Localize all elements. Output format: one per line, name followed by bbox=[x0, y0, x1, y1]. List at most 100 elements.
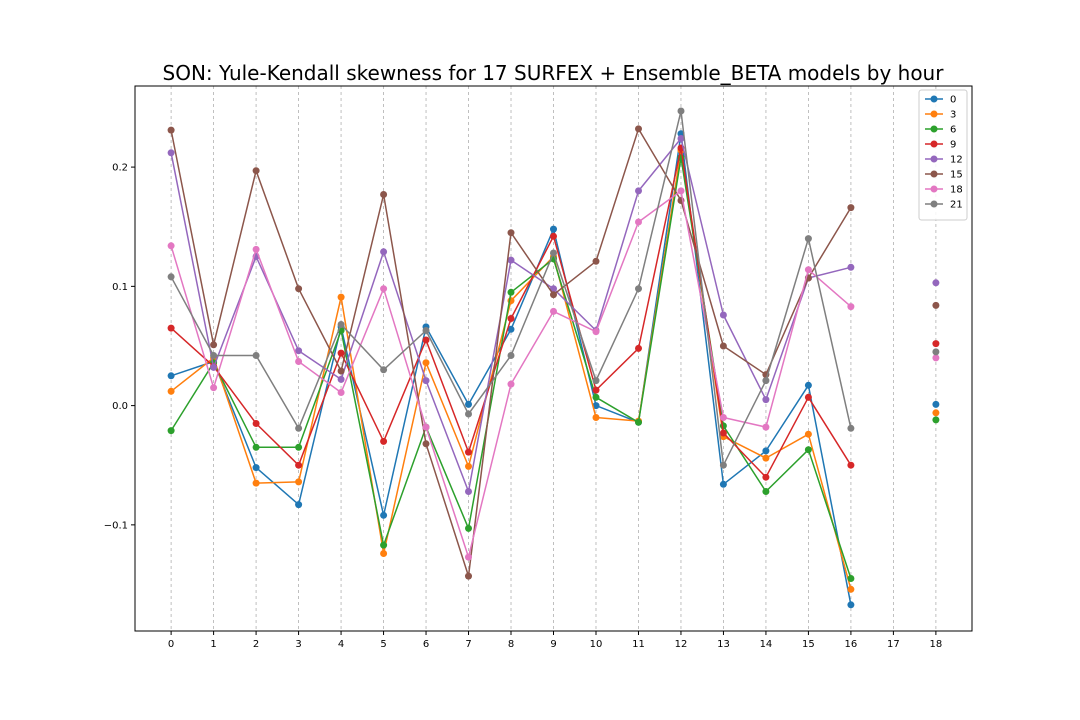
data-point bbox=[762, 454, 770, 462]
legend-item: 6 bbox=[925, 125, 956, 136]
data-point bbox=[932, 340, 940, 348]
series-line bbox=[170, 147, 852, 478]
data-point bbox=[932, 400, 940, 408]
legend-marker bbox=[930, 170, 938, 178]
legend-label: 18 bbox=[950, 185, 963, 196]
series-18 bbox=[167, 187, 940, 561]
data-point bbox=[380, 285, 388, 293]
data-point bbox=[465, 524, 472, 532]
data-point bbox=[635, 218, 642, 226]
data-point bbox=[932, 409, 940, 417]
data-point bbox=[380, 191, 388, 198]
data-point bbox=[550, 291, 557, 299]
data-point bbox=[252, 443, 260, 451]
y-tick-label: 0.2 bbox=[112, 163, 128, 174]
data-point bbox=[295, 347, 303, 355]
data-point bbox=[592, 377, 600, 385]
legend-marker bbox=[930, 200, 938, 208]
data-point bbox=[337, 375, 345, 383]
data-point bbox=[847, 601, 855, 609]
data-point bbox=[167, 387, 175, 395]
legend-item: 21 bbox=[925, 200, 963, 211]
data-point bbox=[167, 372, 175, 380]
data-point bbox=[550, 285, 557, 293]
data-point bbox=[380, 541, 388, 549]
data-point bbox=[719, 461, 727, 469]
data-point bbox=[677, 130, 685, 138]
data-point bbox=[465, 462, 472, 470]
legend-label: 9 bbox=[950, 140, 956, 151]
data-point bbox=[337, 293, 345, 301]
x-tick-label: 13 bbox=[717, 639, 730, 650]
x-tick-label: 4 bbox=[338, 639, 344, 650]
data-point bbox=[592, 386, 600, 394]
axes: 0 1 2 3 4 5 6 7 8 9 10 11 12 13 14 15 16 17 18−0.10.00.10.… bbox=[104, 163, 943, 650]
x-tick-label: 5 bbox=[380, 639, 386, 650]
data-point bbox=[465, 400, 472, 408]
legend-marker bbox=[930, 110, 938, 118]
x-tick-label: 12 bbox=[675, 639, 688, 650]
data-point bbox=[465, 410, 472, 418]
data-point bbox=[337, 349, 345, 357]
data-point bbox=[337, 389, 345, 396]
data-point bbox=[422, 423, 430, 431]
data-point bbox=[762, 488, 770, 495]
legend-item: 15 bbox=[925, 170, 963, 181]
data-point bbox=[507, 380, 515, 388]
legend-label: 3 bbox=[950, 110, 956, 121]
data-point bbox=[295, 443, 303, 451]
y-tick-label: 0.0 bbox=[112, 401, 128, 412]
data-point bbox=[719, 480, 727, 488]
chart-title: SON: Yule-Kendall skewness for 17 SURFEX… bbox=[163, 61, 945, 85]
data-point bbox=[380, 248, 388, 256]
data-point bbox=[167, 242, 175, 250]
data-point bbox=[762, 396, 770, 404]
data-point bbox=[295, 285, 303, 293]
x-tick-label: 10 bbox=[590, 639, 603, 650]
data-point bbox=[465, 553, 472, 561]
legend-label: 6 bbox=[950, 125, 956, 136]
x-tick-label: 14 bbox=[760, 639, 773, 650]
data-point bbox=[295, 461, 303, 469]
series-15 bbox=[167, 125, 940, 580]
data-point bbox=[295, 478, 303, 486]
data-point bbox=[635, 125, 642, 133]
data-point bbox=[932, 279, 940, 287]
data-point bbox=[422, 327, 430, 334]
data-point bbox=[252, 352, 260, 359]
data-point bbox=[167, 273, 175, 281]
x-tick-label: 18 bbox=[930, 639, 943, 650]
data-point bbox=[719, 414, 727, 421]
legend-marker bbox=[930, 140, 938, 148]
data-point bbox=[252, 420, 260, 427]
data-point bbox=[167, 324, 175, 332]
data-point bbox=[762, 423, 770, 431]
data-point bbox=[210, 363, 218, 371]
legend-marker bbox=[930, 95, 938, 103]
data-point bbox=[762, 473, 770, 481]
x-tick-label: 16 bbox=[845, 639, 858, 650]
data-point bbox=[507, 315, 515, 322]
data-point bbox=[380, 511, 388, 519]
data-point bbox=[635, 187, 642, 195]
data-point bbox=[804, 381, 812, 389]
legend-item: 12 bbox=[925, 155, 963, 166]
data-point bbox=[719, 342, 727, 350]
data-point bbox=[507, 288, 515, 296]
legend-label: 0 bbox=[950, 95, 956, 106]
x-tick-label: 1 bbox=[210, 639, 216, 650]
data-point bbox=[932, 416, 940, 424]
data-point bbox=[592, 402, 600, 410]
data-point bbox=[380, 366, 388, 374]
data-point bbox=[295, 424, 303, 432]
data-point bbox=[847, 585, 855, 593]
x-tick-label: 8 bbox=[508, 639, 514, 650]
x-tick-label: 17 bbox=[887, 639, 900, 650]
series-12 bbox=[167, 135, 940, 495]
data-point bbox=[932, 348, 940, 356]
legend-item: 9 bbox=[925, 140, 956, 151]
data-point bbox=[422, 440, 430, 448]
data-point bbox=[932, 354, 940, 362]
